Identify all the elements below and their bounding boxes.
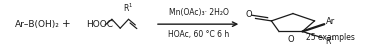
Text: R$^1$: R$^1$: [325, 34, 335, 47]
Text: Ar: Ar: [326, 17, 335, 26]
Text: HOOC: HOOC: [86, 20, 113, 29]
Text: Mn(OAc)₃· 2H₂O: Mn(OAc)₃· 2H₂O: [169, 8, 228, 17]
Text: O: O: [287, 35, 294, 44]
Text: HOAc, 60 °C 6 h: HOAc, 60 °C 6 h: [168, 30, 229, 39]
Text: R$^1$: R$^1$: [123, 1, 134, 14]
Text: 25 examples: 25 examples: [306, 33, 355, 42]
Text: O: O: [245, 10, 252, 19]
Text: Ar–B(OH)₂: Ar–B(OH)₂: [15, 20, 60, 29]
Text: +: +: [62, 19, 70, 29]
